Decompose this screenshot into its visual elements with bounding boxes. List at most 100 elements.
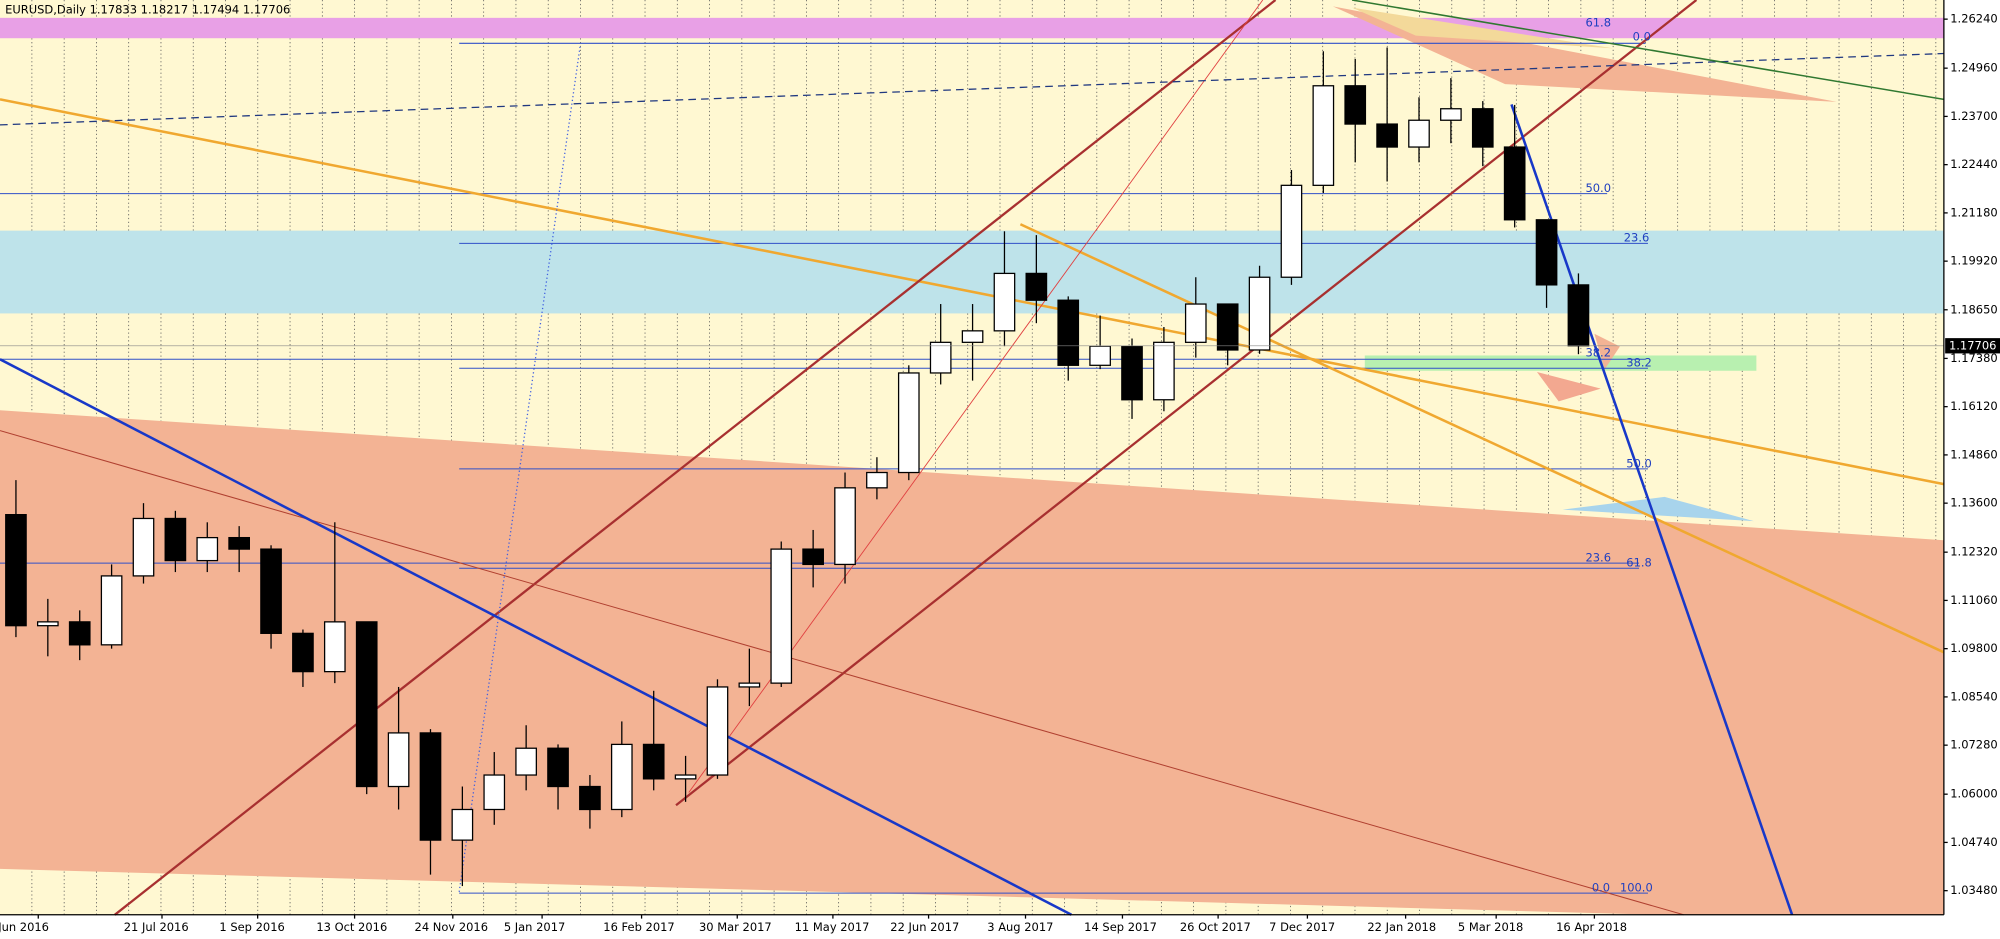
y-tick-label: 1.13600 — [1950, 496, 1997, 510]
candle-body — [1248, 276, 1271, 351]
trend-line — [675, 0, 1698, 807]
candle-body — [706, 686, 729, 776]
x-tick-label: 7 Dec 2017 — [1269, 920, 1335, 934]
candle-body — [451, 808, 474, 841]
fib-levels — [0, 42, 1648, 894]
candle-body — [1057, 299, 1080, 366]
candle-body — [1376, 123, 1398, 148]
x-tick-label: 14 Sep 2017 — [1084, 920, 1157, 934]
x-tick-label: 16 Feb 2017 — [603, 920, 674, 934]
x-tick-label: 22 Jan 2018 — [1367, 920, 1436, 934]
y-tick-label: 1.06000 — [1950, 787, 1997, 801]
y-tick-label: 1.09800 — [1950, 641, 1997, 655]
fib-label: 50.0 — [1626, 456, 1652, 470]
candle-body — [1121, 345, 1143, 401]
y-tick-label: 1.04740 — [1950, 835, 1997, 849]
candle-body — [419, 732, 442, 841]
candles — [5, 47, 1590, 887]
chart-title: EURUSD,Daily 1.17833 1.18217 1.17494 1.1… — [5, 3, 290, 17]
candle-body — [1344, 85, 1367, 125]
candle-body — [610, 743, 633, 811]
candle-body — [36, 621, 59, 627]
candle-body — [260, 548, 282, 634]
candle-body — [515, 747, 537, 776]
y-tick-label: 1.17380 — [1950, 351, 1997, 365]
x-tick-label: 3 Aug 2017 — [987, 920, 1053, 934]
candle-body — [1216, 303, 1239, 351]
candle-body — [228, 536, 250, 550]
candle-body — [961, 330, 984, 343]
y-tick-label: 1.12320 — [1950, 545, 1997, 559]
candle-body — [196, 536, 219, 562]
x-tick-label: 11 May 2017 — [795, 920, 870, 934]
triangle — [1536, 372, 1601, 402]
candle-body — [834, 487, 856, 566]
candle-body — [1089, 345, 1111, 366]
candle-body — [387, 732, 410, 788]
triangle — [1352, 7, 1614, 49]
candle-body — [5, 514, 27, 627]
x-tick-label: 13 Oct 2016 — [316, 920, 387, 934]
y-tick-label: 1.14860 — [1950, 447, 1997, 461]
candle-body — [355, 621, 378, 788]
fib-label: 61.8 — [1585, 15, 1611, 29]
candle-body — [100, 575, 123, 646]
candle-body — [993, 272, 1016, 332]
y-tick-label: 1.24960 — [1950, 61, 1997, 75]
y-tick-label: 1.18650 — [1950, 302, 1997, 316]
candle-body — [1408, 119, 1430, 148]
candle-body — [642, 743, 665, 780]
triangle — [1594, 333, 1620, 370]
trend-line — [1510, 104, 1794, 916]
trend-line — [1351, 0, 1945, 101]
candle-body — [323, 621, 346, 673]
y-tick-label: 1.22440 — [1950, 157, 1997, 171]
candle-body — [579, 785, 601, 811]
candle-body — [770, 548, 793, 684]
y-tick-label: 1.16120 — [1950, 399, 1997, 413]
fib-label: 50.0 — [1585, 181, 1611, 195]
labels: 1.26240 1.24960 1.23700 1.22440 1.21180 1.199… — [0, 12, 2000, 934]
candle-body — [1312, 85, 1335, 186]
x-tick-label: 9 Jun 2016 — [0, 920, 49, 934]
candle-body — [1471, 108, 1494, 148]
candle-body — [483, 774, 506, 811]
candle-body — [802, 548, 824, 566]
y-tick-label: 1.19920 — [1950, 254, 1997, 268]
last-price-box — [1945, 338, 2000, 354]
trend-line — [0, 358, 1073, 916]
x-tick-label: 22 Jun 2017 — [890, 920, 959, 934]
candle-body — [164, 517, 187, 562]
candle-body — [1153, 341, 1175, 401]
fib-label: 38.2 — [1626, 356, 1652, 370]
candle-body — [1025, 272, 1048, 301]
x-tick-label: 5 Mar 2018 — [1458, 920, 1523, 934]
candle-body — [132, 517, 155, 577]
fib-label: 23.6 — [1624, 231, 1650, 245]
y-tick-label: 1.03480 — [1950, 883, 1997, 897]
candle-body — [1567, 284, 1590, 347]
x-tick-label: 26 Oct 2017 — [1180, 920, 1251, 934]
y-tick-label: 1.11060 — [1950, 593, 1997, 607]
candle-body — [1440, 108, 1462, 121]
x-tick-label: 1 Sep 2016 — [219, 920, 284, 934]
trend-line — [1019, 223, 1945, 654]
fib-label: 23.6 — [1585, 551, 1611, 565]
x-tick-label: 5 Jan 2017 — [504, 920, 566, 934]
y-tick-label: 1.23700 — [1950, 109, 1997, 123]
fib-label: 0.0 — [1592, 881, 1610, 895]
fib-label: 38.2 — [1585, 345, 1611, 359]
candle-body — [897, 372, 920, 474]
y-tick-label: 1.08540 — [1950, 689, 1997, 703]
last-price-label: 1.17706 — [1949, 338, 1996, 352]
candle-body — [1503, 146, 1526, 221]
trend-line — [0, 430, 1684, 916]
candle-body — [674, 774, 697, 780]
candle-body — [68, 621, 91, 646]
trend-line — [0, 52, 1944, 126]
candle-body — [547, 747, 569, 788]
candle-body — [866, 471, 888, 489]
fib-label: 61.8 — [1626, 556, 1652, 570]
x-tick-label: 24 Nov 2016 — [415, 920, 489, 934]
